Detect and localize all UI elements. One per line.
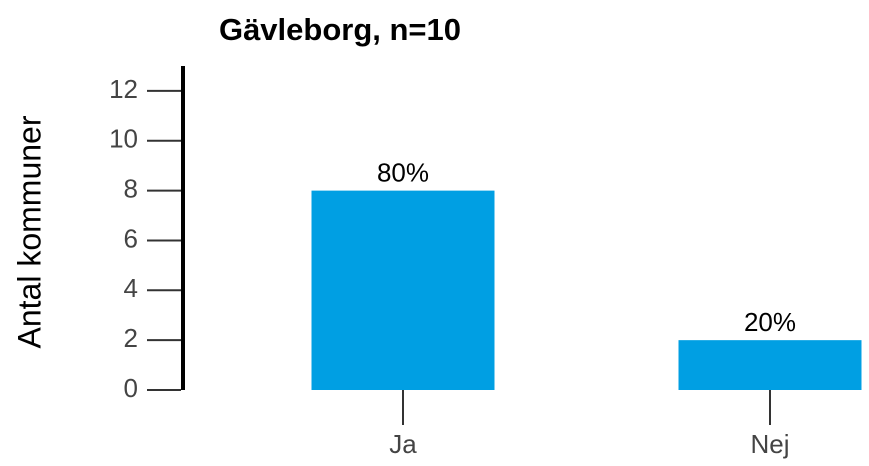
y-tick-label: 12 — [109, 74, 138, 104]
x-tick-label: Ja — [389, 429, 417, 459]
x-tick-label: Nej — [750, 429, 789, 459]
value-label: 80% — [377, 157, 429, 187]
bar — [678, 340, 862, 390]
y-axis-label: Antal kommuner — [11, 115, 47, 348]
y-tick-label: 2 — [124, 323, 138, 353]
y-tick-label: 0 — [124, 373, 138, 403]
value-label: 20% — [744, 307, 796, 337]
y-tick-label: 8 — [124, 173, 138, 203]
y-tick-label: 6 — [124, 223, 138, 253]
chart-title: Gävleborg, n=10 — [219, 12, 461, 47]
bar — [311, 190, 495, 390]
y-tick-label: 10 — [109, 124, 138, 154]
y-tick-label: 4 — [124, 273, 138, 303]
